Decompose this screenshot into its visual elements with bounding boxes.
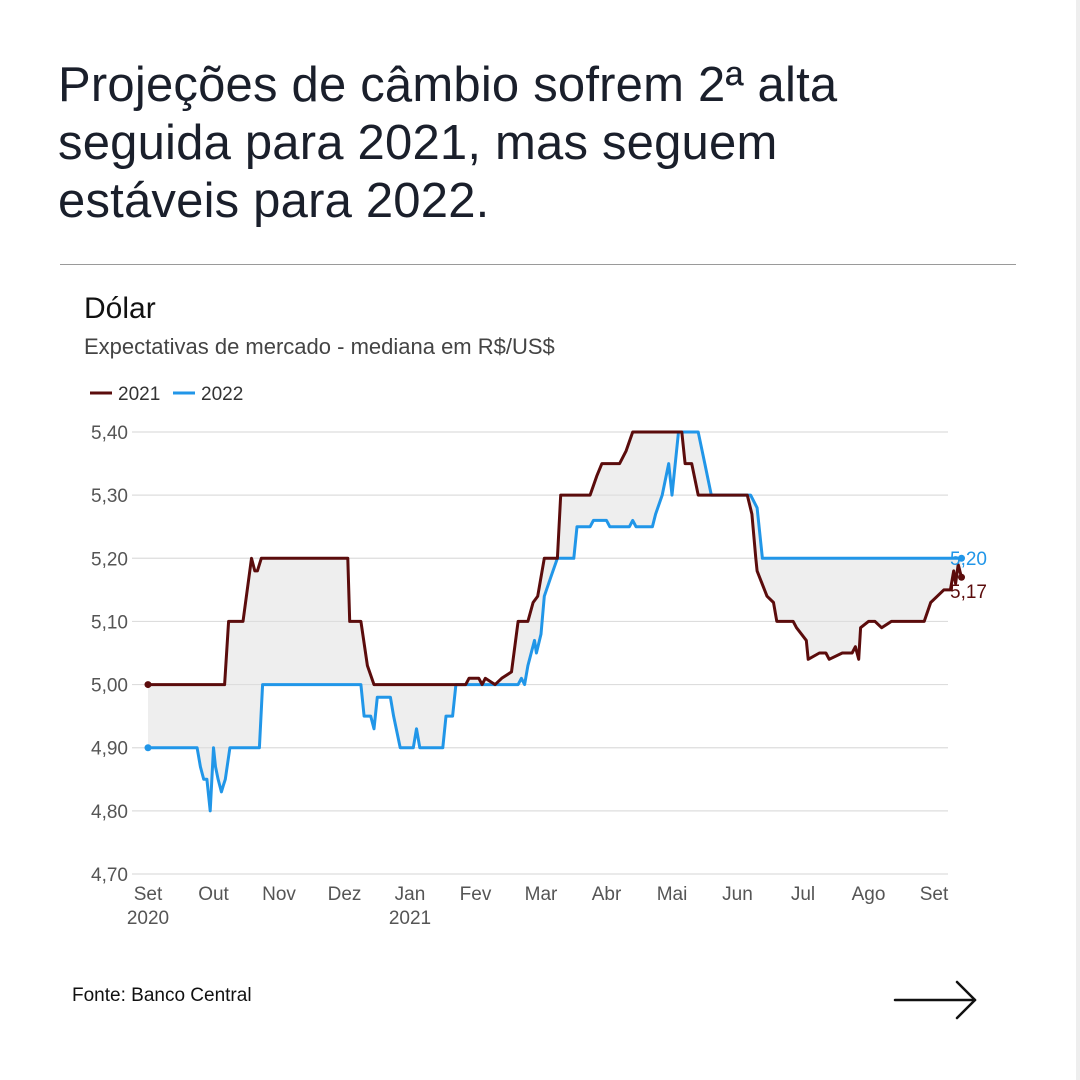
- page-edge: [1076, 0, 1080, 1080]
- y-tick-label: 4,70: [91, 865, 128, 886]
- series-end-marker-2021: [958, 573, 966, 581]
- series-start-marker-2022: [144, 744, 152, 752]
- y-tick-label: 5,10: [91, 612, 128, 633]
- x-tick-label: Mar: [525, 884, 558, 905]
- y-tick-label: 5,00: [91, 676, 128, 697]
- x-tick-sublabel: 2020: [127, 908, 169, 929]
- arrow-right-icon[interactable]: [893, 978, 979, 1022]
- x-tick-label: Dez: [328, 884, 362, 905]
- x-tick-label: Set: [134, 884, 163, 905]
- y-tick-label: 4,80: [91, 802, 128, 823]
- source-note: Fonte: Banco Central: [72, 985, 252, 1006]
- series-line-2022: [148, 430, 962, 813]
- y-tick-label: 5,40: [91, 423, 128, 444]
- end-label-2021: 5,17: [950, 582, 987, 603]
- x-tick-label: Jun: [722, 884, 753, 905]
- x-tick-label: Abr: [592, 884, 622, 905]
- legend-label-2021: 2021: [118, 384, 160, 405]
- divider: [60, 264, 1016, 265]
- legend-label-2022: 2022: [201, 384, 243, 405]
- x-tick-label: Nov: [262, 884, 296, 905]
- end-label-2022: 5,20: [950, 549, 987, 570]
- x-tick-label: Mai: [657, 884, 688, 905]
- headline-line-2: seguida para 2021, mas seguem: [58, 116, 778, 170]
- x-tick-label: Jan: [395, 884, 426, 905]
- x-tick-label: Jul: [791, 884, 815, 905]
- series-start-marker-2021: [144, 681, 152, 689]
- headline-line-1: Projeções de câmbio sofrem 2ª alta: [58, 58, 838, 112]
- x-tick-label: Set: [920, 884, 949, 905]
- y-tick-label: 4,90: [91, 739, 128, 760]
- chart-subtitle: Expectativas de mercado - mediana em R$/…: [84, 334, 555, 359]
- x-tick-label: Out: [198, 884, 229, 905]
- x-tick-label: Fev: [460, 884, 492, 905]
- x-tick-sublabel: 2021: [389, 908, 431, 929]
- chart-title: Dólar: [84, 292, 156, 325]
- y-tick-label: 5,30: [91, 486, 128, 507]
- y-tick-label: 5,20: [91, 549, 128, 570]
- x-tick-label: Ago: [852, 884, 886, 905]
- series-line-2021: [148, 430, 963, 687]
- headline-line-3: estáveis para 2022.: [58, 174, 490, 228]
- headline: Projeções de câmbio sofrem 2ª alta segui…: [58, 56, 1018, 230]
- series-end-marker-2022: [958, 554, 966, 562]
